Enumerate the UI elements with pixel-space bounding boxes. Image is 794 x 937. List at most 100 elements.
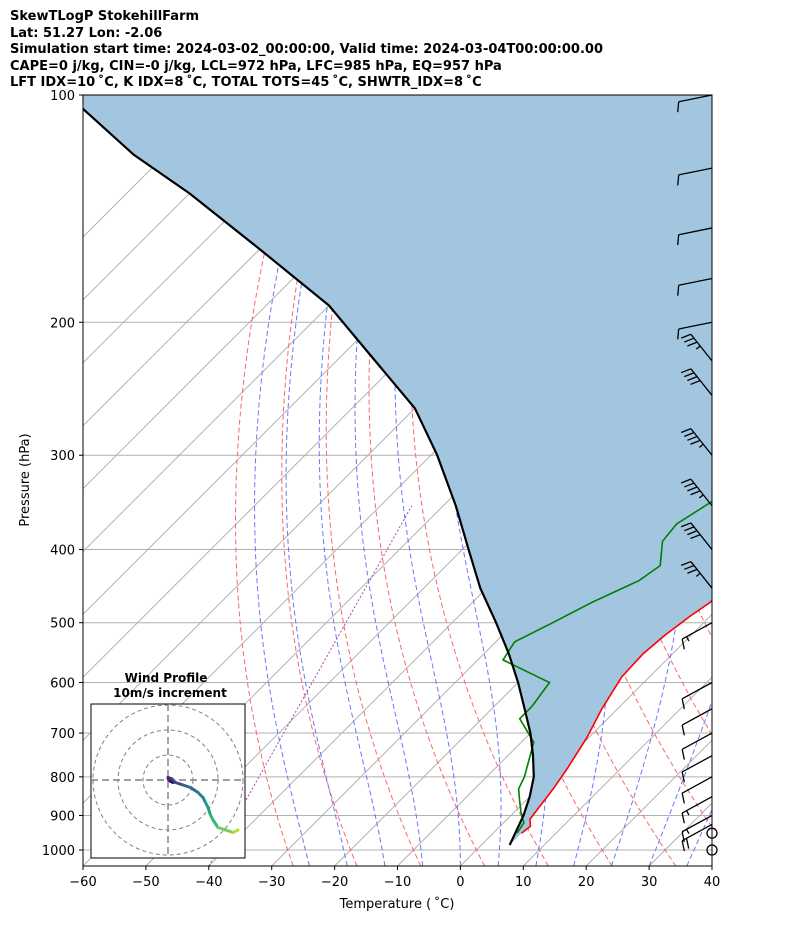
hodograph-segment xyxy=(231,828,240,834)
wind-barb xyxy=(681,796,713,824)
wind-barb-flag xyxy=(687,568,698,574)
wind-barb xyxy=(680,333,713,362)
moist-adiabat xyxy=(725,95,794,866)
wind-barb-flag xyxy=(690,490,701,496)
wind-barb-flag xyxy=(680,522,692,528)
wind-barb xyxy=(677,94,713,113)
cape-area xyxy=(83,95,712,845)
wind-barb xyxy=(681,732,713,760)
isotherm-line xyxy=(775,95,794,866)
wind-barb xyxy=(681,814,713,843)
wind-barb-flag xyxy=(684,337,695,343)
wind-barb-flag xyxy=(677,234,680,246)
wind-barb xyxy=(677,321,713,340)
wind-barb-flag xyxy=(684,372,695,378)
wind-barb-flag xyxy=(690,439,701,445)
wind-barb-shaft xyxy=(690,561,713,589)
wind-barb-flag xyxy=(681,831,685,843)
x-tick-label: −20 xyxy=(321,875,348,890)
wind-barb-shaft xyxy=(678,227,713,236)
isotherm-line xyxy=(397,550,712,866)
wind-barb-shaft xyxy=(678,167,713,176)
wind-barb-flag xyxy=(680,368,692,374)
hodograph-segment xyxy=(189,786,200,794)
wind-barb xyxy=(677,277,713,296)
y-tick-label: 200 xyxy=(50,316,75,331)
wind-barb-flag xyxy=(687,341,698,347)
wind-barb-flag xyxy=(684,564,695,570)
hodograph-segment xyxy=(211,818,220,829)
x-tick-label: 30 xyxy=(641,875,658,890)
wind-barb-flag xyxy=(680,560,692,567)
moist-adiabat xyxy=(354,95,424,866)
hodograph-title: Wind Profile xyxy=(125,671,208,685)
wind-barb-flag xyxy=(687,486,698,492)
wind-barb-flag xyxy=(690,379,701,386)
moist-adiabat xyxy=(254,95,322,866)
wind-barbs xyxy=(677,94,718,856)
y-tick-label: 400 xyxy=(50,544,75,559)
wind-barb-flag xyxy=(681,749,685,760)
wind-barb xyxy=(681,755,713,783)
moist-adiabat xyxy=(394,95,461,866)
wind-barb-flag xyxy=(680,427,692,434)
wind-barb-flag xyxy=(681,724,685,736)
wind-barb-flag xyxy=(681,793,685,804)
wind-barb-shaft xyxy=(681,622,713,640)
axis-ticks: −60 −50 −40 −30 −20 −10 0 10 20 30 40 100 200 300 400 5… xyxy=(42,89,720,890)
y-axis-label: Pressure (hPa) xyxy=(18,433,33,526)
chart-header: SkewTLogP StokehillFarm Lat: 51.27 Lon: … xyxy=(10,9,603,92)
indices-line-1: CAPE=0 j/kg, CIN=-0 j/kg, LCL=972 hPa, L… xyxy=(10,58,502,74)
wind-barb-shaft xyxy=(678,94,713,103)
moist-adiabat xyxy=(686,808,712,866)
wind-barb xyxy=(677,167,713,186)
x-tick-label: −40 xyxy=(195,875,222,890)
profile-lines xyxy=(83,107,712,846)
wind-barb xyxy=(681,622,713,650)
y-tick-label: 800 xyxy=(50,771,75,786)
wind-barb-flag xyxy=(681,638,685,650)
x-tick-label: −30 xyxy=(258,875,285,890)
x-tick-label: −10 xyxy=(384,875,411,890)
wind-barb-flag xyxy=(677,174,680,186)
wind-barb-shaft xyxy=(681,755,713,773)
hodograph-subtitle: 10m/s increment xyxy=(113,686,227,700)
wind-barb xyxy=(681,681,713,710)
wind-barb xyxy=(681,776,713,804)
wind-barb xyxy=(681,708,713,736)
wind-barb xyxy=(680,427,713,456)
time-line: Simulation start time: 2024-03-02_00:00:… xyxy=(10,42,603,57)
wind-barb-flag xyxy=(681,812,685,824)
isotherm-line xyxy=(83,95,352,364)
wind-barb-flag xyxy=(681,840,685,852)
wind-barb-flag xyxy=(680,333,692,339)
wind-barb-flag xyxy=(680,478,692,484)
indices-line-2: LFT IDX=10 ˚C, K IDX=8 ˚C, TOTAL TOTS=45… xyxy=(10,75,482,90)
wind-barb-shaft xyxy=(681,732,713,750)
x-tick-label: 40 xyxy=(704,875,721,890)
x-tick-label: −60 xyxy=(69,875,96,890)
isotherm-line xyxy=(522,676,712,866)
wind-barb-shaft xyxy=(690,333,713,362)
dry-adiabat xyxy=(281,95,358,866)
chart-title: SkewTLogP StokehillFarm xyxy=(10,9,200,24)
location-line: Lat: 51.27 Lon: -2.06 xyxy=(10,25,163,41)
wind-barb xyxy=(677,227,713,246)
dry-adiabat xyxy=(762,95,794,866)
x-tick-label: −50 xyxy=(132,875,159,890)
isotherm-line xyxy=(334,487,712,866)
wind-barb-shaft xyxy=(681,776,713,794)
x-tick-label: 0 xyxy=(456,875,464,890)
wind-barb-shaft xyxy=(681,823,713,842)
moist-adiabat xyxy=(318,95,386,866)
wind-barb xyxy=(680,478,713,507)
temperature-line xyxy=(521,599,712,834)
wind-barb-shaft xyxy=(681,681,713,700)
wind-barb-half-flag xyxy=(695,572,701,577)
wind-barb-half-flag xyxy=(698,494,704,499)
wind-barb-flag xyxy=(677,285,680,296)
wind-barb-flag xyxy=(684,482,695,488)
wind-barb xyxy=(680,368,713,396)
wind-barb-half-flag xyxy=(685,829,690,835)
